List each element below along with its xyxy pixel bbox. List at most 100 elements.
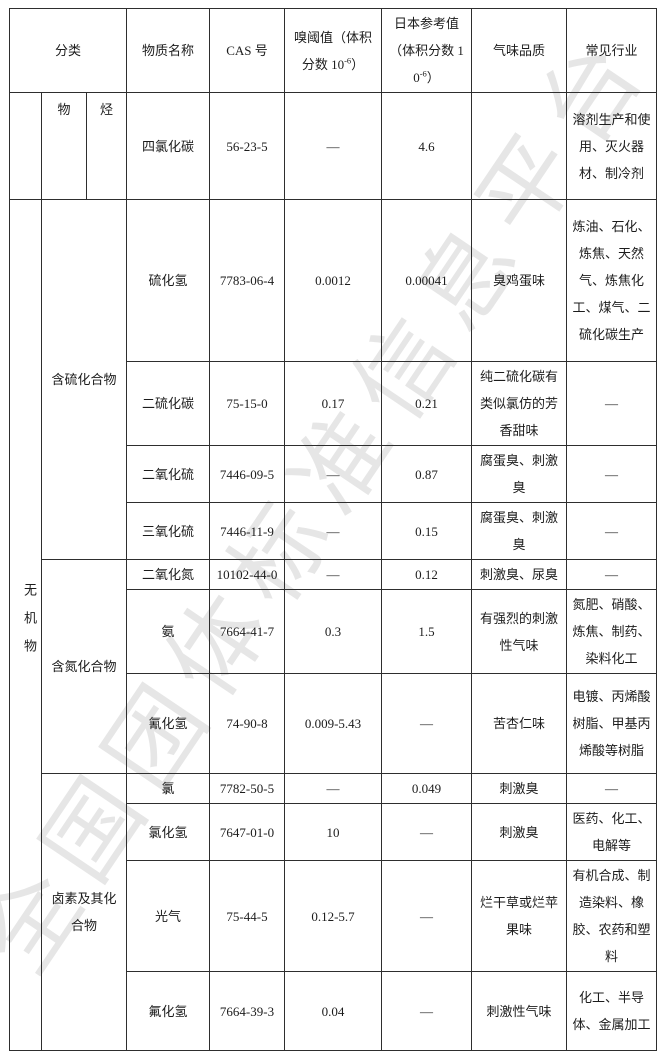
cell-threshold: — (284, 773, 382, 804)
document-page: { "watermark": "全国团体标准信息平台", "header": {… (0, 8, 663, 1051)
cell-threshold: — (284, 502, 382, 560)
header-odor-quality: 气味品质 (471, 8, 567, 93)
cell-industries: 电镀、丙烯酸树脂、甲基丙烯酸等树脂 (566, 673, 657, 774)
substance-odor-table: 分类 物质名称 CAS 号 嗅阈值（体积分数 10-6） 日本参考值（体积分数 … (9, 8, 657, 1051)
cell-industries: — (566, 502, 657, 560)
cell-japan-value: — (381, 803, 472, 861)
table-row: 氯化氢 7647-01-0 10 — 刺激臭 医药、化工、电解等 (10, 803, 657, 861)
table-row: 物 烃 四氯化碳 56-23-5 — 4.6 溶剂生产和使用、灭火器材、制冷剂 (9, 92, 657, 200)
cell-odor-quality: 刺激臭 (471, 803, 567, 861)
cell-japan-value: — (381, 860, 472, 972)
cell-cas: 75-44-5 (209, 860, 285, 972)
cell-substance-name: 氨 (126, 589, 210, 674)
cell-japan-value: — (381, 971, 472, 1051)
header-common-industries: 常见行业 (566, 8, 657, 93)
cell-industries: 氮肥、硝酸、炼焦、制药、染料化工 (566, 589, 657, 674)
cell-industries: 有机合成、制造染料、橡胶、农药和塑料 (566, 860, 657, 972)
cell-threshold: — (284, 445, 382, 503)
cell-odor-quality: 腐蛋臭、刺激臭 (471, 502, 567, 560)
cell-odor-quality: 臭鸡蛋味 (471, 199, 567, 362)
cell-industries: 炼油、石化、炼焦、天然气、炼焦化工、煤气、二硫化碳生产 (566, 199, 657, 362)
cell-japan-value: 0.00041 (381, 199, 472, 362)
table-row: 二硫化碳 75-15-0 0.17 0.21 纯二硫化碳有类似氯仿的芳香甜味 — (10, 361, 657, 446)
cell-substance-name: 四氯化碳 (126, 92, 210, 200)
cell-threshold: 0.12-5.7 (284, 860, 382, 972)
cell-japan-value: 1.5 (381, 589, 472, 674)
cell-japan-value: 0.15 (381, 502, 472, 560)
cell-cas: 75-15-0 (209, 361, 285, 446)
cell-odor-quality (471, 92, 567, 200)
cell-industries: 溶剂生产和使用、灭火器材、制冷剂 (566, 92, 657, 200)
cell-odor-quality: 有强烈的刺激性气味 (471, 589, 567, 674)
cell-japan-value: 0.049 (381, 773, 472, 804)
cell-group-sulfur: 含硫化合物 (41, 199, 127, 560)
header-japan-reference: 日本参考值（体积分数 10-6） (381, 8, 472, 93)
cell-threshold: 10 (284, 803, 382, 861)
cell-substance-name: 二氧化氮 (126, 559, 210, 590)
cell-threshold: 0.17 (284, 361, 382, 446)
cell-cas: 7664-41-7 (209, 589, 285, 674)
table-row: 卤素及其化合物 氯 7782-50-5 — 0.049 刺激臭 — (10, 773, 657, 1051)
cell-substance-name: 氯 (126, 773, 210, 804)
cell-japan-value: 0.21 (381, 361, 472, 446)
cell-cas: 56-23-5 (209, 92, 285, 200)
cell-substance-name: 氰化氢 (126, 673, 210, 774)
cell-group-nitrogen: 含氮化合物 (41, 559, 127, 774)
cell-substance-name: 氟化氢 (126, 971, 210, 1051)
cell-industries: — (566, 361, 657, 446)
cell-substance-name: 三氧化硫 (126, 502, 210, 560)
cell-odor-quality: 纯二硫化碳有类似氯仿的芳香甜味 (471, 361, 567, 446)
cell-odor-quality: 刺激臭 (471, 773, 567, 804)
cell-industries: — (566, 559, 657, 590)
header-odor-threshold-close: ） (351, 56, 365, 72)
header-substance-name: 物质名称 (126, 8, 210, 93)
cell-carryover-hydrocarbon: 烃 (86, 92, 127, 200)
cell-cas: 74-90-8 (209, 673, 285, 774)
cell-carryover-organic: 物 (41, 92, 87, 200)
table-row: 二氧化硫 7446-09-5 — 0.87 腐蛋臭、刺激臭 — (10, 445, 657, 503)
cell-threshold: 0.0012 (284, 199, 382, 362)
cell-substance-name: 二硫化碳 (126, 361, 210, 446)
table-header-row: 分类 物质名称 CAS 号 嗅阈值（体积分数 10-6） 日本参考值（体积分数 … (9, 8, 657, 93)
cell-cas: 7446-11-9 (209, 502, 285, 560)
header-japan-reference-exponent: -6 (419, 68, 427, 79)
cell-cas: 7647-01-0 (209, 803, 285, 861)
cell-substance-name: 氯化氢 (126, 803, 210, 861)
cell-cas: 7664-39-3 (209, 971, 285, 1051)
cell-odor-quality: 苦杏仁味 (471, 673, 567, 774)
cell-substance-name: 二氧化硫 (126, 445, 210, 503)
table-row: 氰化氢 74-90-8 0.009-5.43 — 苦杏仁味 电镀、丙烯酸树脂、甲… (10, 673, 657, 774)
cell-threshold: — (284, 559, 382, 590)
cell-odor-quality: 腐蛋臭、刺激臭 (471, 445, 567, 503)
cell-industries: 医药、化工、电解等 (566, 803, 657, 861)
header-japan-reference-close: ） (426, 70, 440, 85)
cell-threshold: 0.3 (284, 589, 382, 674)
cell-cas: 7782-50-5 (209, 773, 285, 804)
cell-substance-name: 光气 (126, 860, 210, 972)
header-cas-number: CAS 号 (209, 8, 285, 93)
cell-cas: 7783-06-4 (209, 199, 285, 362)
header-classification: 分类 (9, 8, 127, 93)
cell-category-empty (9, 92, 42, 200)
cell-threshold: 0.009-5.43 (284, 673, 382, 774)
cell-cas: 10102-44-0 (209, 559, 285, 590)
cell-industries: 化工、半导体、金属加工 (566, 971, 657, 1051)
cell-threshold: 0.04 (284, 971, 382, 1051)
cell-odor-quality: 刺激性气味 (471, 971, 567, 1051)
cell-category-inorganic: 无机物 (9, 199, 42, 1051)
cell-threshold: — (284, 92, 382, 200)
table-row: 含氮化合物 二氧化氮 10102-44-0 — 0.12 刺激臭、尿臭 — (10, 559, 657, 774)
cell-japan-value: 0.12 (381, 559, 472, 590)
cell-industries: — (566, 773, 657, 804)
cell-japan-value: — (381, 673, 472, 774)
header-odor-threshold-exponent: -6 (344, 55, 352, 66)
cell-industries: — (566, 445, 657, 503)
cell-group-halogen: 卤素及其化合物 (41, 773, 127, 1051)
cell-odor-quality: 刺激臭、尿臭 (471, 559, 567, 590)
inorganic-vertical-label: 无机物 (22, 583, 37, 667)
header-odor-threshold-text: 嗅阈值（体积分数 10 (293, 29, 372, 72)
cell-japan-value: 0.87 (381, 445, 472, 503)
cell-substance-name: 硫化氢 (126, 199, 210, 362)
header-odor-threshold: 嗅阈值（体积分数 10-6） (284, 8, 382, 93)
cell-japan-value: 4.6 (381, 92, 472, 200)
